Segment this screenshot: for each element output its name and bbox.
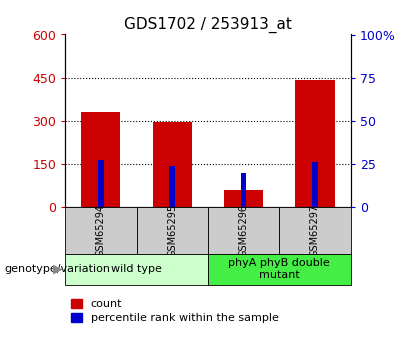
Text: ▶: ▶	[52, 263, 62, 276]
Text: phyA phyB double
mutant: phyA phyB double mutant	[228, 258, 330, 280]
Text: genotype/variation: genotype/variation	[4, 264, 110, 274]
Bar	[208, 207, 279, 254]
Title: GDS1702 / 253913_at: GDS1702 / 253913_at	[124, 17, 292, 33]
Bar	[152, 122, 192, 207]
Bar	[65, 207, 136, 254]
Bar	[169, 166, 175, 207]
Bar	[98, 160, 104, 207]
Bar	[81, 112, 121, 207]
Bar	[312, 162, 318, 207]
Bar	[224, 190, 263, 207]
Text: GSM65296: GSM65296	[239, 204, 249, 257]
Legend: count, percentile rank within the sample: count, percentile rank within the sample	[71, 299, 278, 323]
Bar	[65, 254, 208, 285]
Bar	[279, 207, 351, 254]
Text: GSM65294: GSM65294	[96, 204, 106, 257]
Bar	[208, 254, 351, 285]
Text: GSM65295: GSM65295	[167, 204, 177, 257]
Bar	[295, 80, 335, 207]
Text: GSM65297: GSM65297	[310, 204, 320, 257]
Text: wild type: wild type	[111, 264, 162, 274]
Bar	[136, 207, 208, 254]
Bar	[241, 172, 247, 207]
